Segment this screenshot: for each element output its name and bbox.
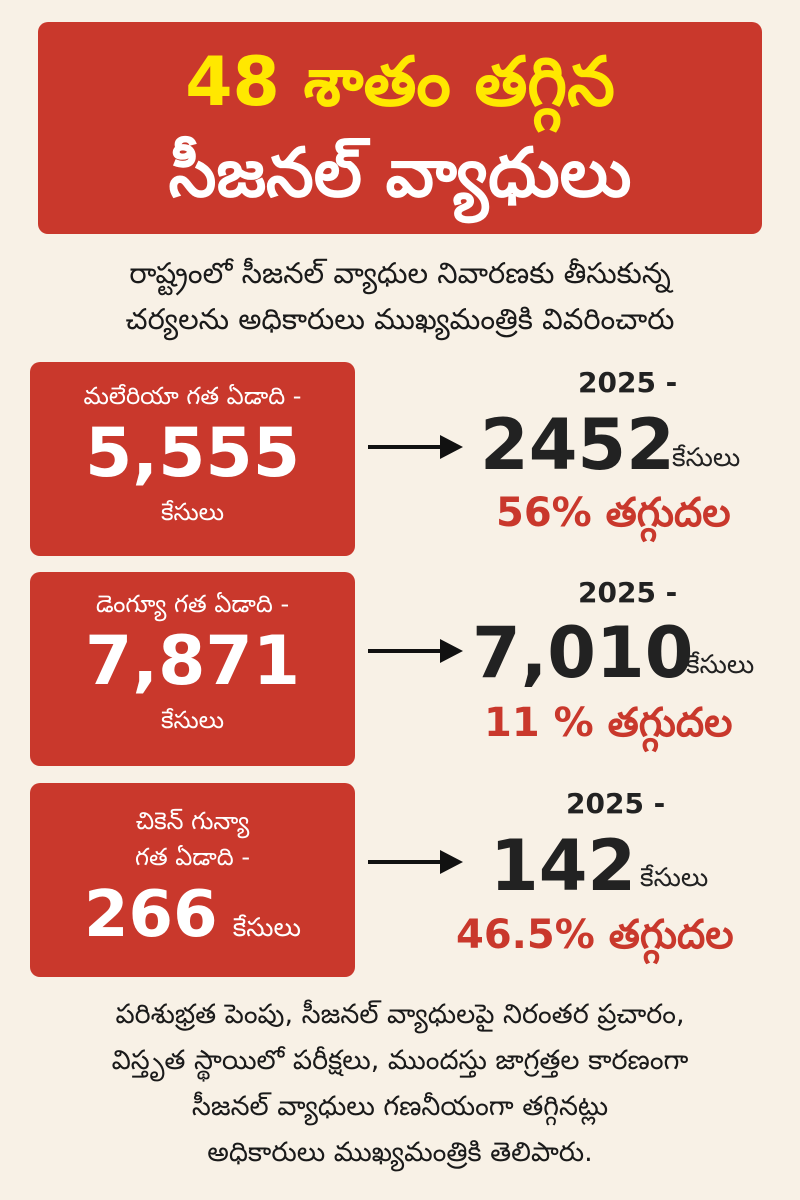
title-line-1: 48 శాతం తగ్గిన <box>185 43 615 122</box>
dengue-new-unit: కేసులు <box>686 650 755 680</box>
chikungunya-card: చికెన్ గున్యా గత ఏడాది - 266 కేసులు <box>30 783 355 977</box>
malaria-reduction: 56% తగ్గుదల <box>496 490 731 536</box>
malaria-card: మలేరియా గత ఏడాది - 5,555 కేసులు <box>30 362 355 556</box>
malaria-new-unit: కేసులు <box>672 443 741 473</box>
chikungunya-new-value: 142 <box>490 825 637 907</box>
malaria-prev-unit: కేసులు <box>161 498 224 526</box>
footer-line-2: విస్తృత స్థాయిలో పరీక్షలు, ముందస్తు జాగ్… <box>111 1045 689 1076</box>
footer-line-1: పరిశుభ్రత పెంపు, సీజనల్ వ్యాధులపై నిరంతర… <box>115 999 685 1030</box>
malaria-prev-value: 5,555 <box>84 414 301 493</box>
arrow-right-icon <box>368 639 463 663</box>
footer-line-3: సీజనల్ వ్యాధులు గణనీయంగా తగ్గినట్లు <box>191 1091 609 1122</box>
malaria-new-value: 2452 <box>480 404 675 486</box>
malaria-label: మలేరియా గత ఏడాది - <box>83 382 302 410</box>
title-banner: 48 శాతం తగ్గిన సీజనల్ వ్యాధులు <box>38 22 762 234</box>
dengue-new-value: 7,010 <box>472 612 694 694</box>
chikungunya-new-unit: కేసులు <box>640 863 709 893</box>
chikungunya-prev-unit: కేసులు <box>232 913 301 943</box>
dengue-prev-value: 7,871 <box>84 622 301 701</box>
arrow-right-icon <box>368 850 463 874</box>
arrow-right-icon <box>368 435 463 459</box>
dengue-card: డెంగ్యూ గత ఏడాది - 7,871 కేసులు <box>30 572 355 766</box>
chikungunya-label-line-2: గత ఏడాది - <box>134 843 251 871</box>
dengue-prev-unit: కేసులు <box>161 706 224 734</box>
dengue-reduction: 11 % తగ్గుదల <box>484 700 733 746</box>
malaria-year: 2025 - <box>578 366 678 399</box>
dengue-year: 2025 - <box>578 576 678 609</box>
title-line-2: సీజనల్ వ్యాధులు <box>168 134 632 213</box>
footer-text: పరిశుభ్రత పెంపు, సీజనల్ వ్యాధులపై నిరంతర… <box>30 992 770 1176</box>
chikungunya-label-line-1: చికెన్ గున్యా <box>135 807 250 835</box>
chikungunya-year: 2025 - <box>566 787 666 820</box>
chikungunya-reduction: 46.5% తగ్గుదల <box>456 912 734 958</box>
intro-line-1: రాష్ట్రంలో సీజనల్ వ్యాధుల నివారణకు తీసుక… <box>129 256 671 290</box>
intro-line-2: చర్యలను అధికారులు ముఖ్యమంత్రికి వివరించా… <box>125 302 675 336</box>
dengue-label: డెంగ్యూ గత ఏడాది - <box>95 590 290 618</box>
chikungunya-prev-value: 266 <box>84 878 218 952</box>
footer-line-4: అధికారులు ముఖ్యమంత్రికి తెలిపారు. <box>207 1137 593 1168</box>
intro-text: రాష్ట్రంలో సీజనల్ వ్యాధుల నివారణకు తీసుక… <box>40 250 760 342</box>
